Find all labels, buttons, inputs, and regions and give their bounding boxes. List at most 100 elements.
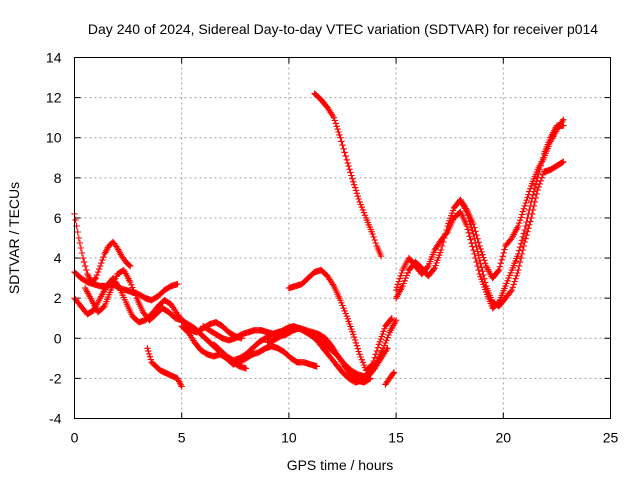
data-point	[479, 268, 486, 275]
series-track-n	[392, 122, 567, 312]
data-point	[519, 246, 527, 254]
data-point	[178, 383, 185, 390]
x-tick-label: 0	[71, 430, 79, 446]
y-tick-label: 8	[54, 170, 62, 186]
data-point	[515, 222, 522, 230]
data-point	[395, 278, 403, 285]
data-point	[371, 354, 378, 361]
x-tick-label: 15	[388, 430, 404, 446]
data-point	[516, 217, 524, 224]
x-tick-label: 25	[603, 430, 619, 446]
y-tick-label: 10	[46, 130, 62, 146]
data-point	[77, 244, 85, 252]
data-point	[516, 247, 523, 254]
data-point	[528, 195, 536, 202]
data-point	[471, 224, 478, 231]
data-point	[93, 271, 101, 279]
data-point	[476, 242, 483, 250]
data-point	[516, 244, 524, 251]
data-point	[504, 277, 511, 284]
data-point	[515, 266, 522, 274]
data-point	[401, 277, 408, 284]
series-track-i	[264, 317, 400, 380]
data-point	[92, 274, 100, 282]
data-point	[477, 245, 484, 253]
data-point	[340, 145, 347, 152]
data-point	[130, 286, 137, 294]
data-point	[96, 265, 103, 273]
data-point	[82, 262, 89, 270]
data-point	[339, 141, 346, 149]
data-point	[127, 278, 134, 286]
data-point	[473, 258, 480, 266]
data-point	[526, 188, 533, 195]
data-point	[481, 257, 488, 264]
data-point	[97, 262, 104, 270]
data-point	[94, 268, 102, 276]
data-point	[75, 234, 82, 242]
data-point	[534, 174, 541, 181]
data-point	[353, 190, 361, 197]
data-point	[510, 281, 517, 288]
series-track-l	[382, 369, 398, 388]
data-point	[374, 344, 382, 351]
data-point	[338, 138, 345, 145]
data-point	[377, 252, 385, 260]
data-point	[505, 274, 512, 282]
data-point	[519, 208, 527, 215]
data-point	[519, 233, 527, 241]
y-tick-label: 12	[46, 90, 62, 106]
data-point	[334, 125, 341, 133]
data-point	[397, 272, 404, 279]
data-point	[126, 262, 133, 269]
data-point	[501, 246, 508, 253]
data-point	[370, 357, 377, 365]
data-point	[532, 194, 539, 202]
data-point	[389, 370, 397, 377]
data-point	[522, 222, 529, 230]
data-point	[471, 250, 478, 258]
data-point	[520, 230, 527, 237]
data-point	[514, 269, 521, 277]
data-point	[343, 156, 350, 163]
data-point	[342, 310, 349, 317]
data-point	[91, 275, 99, 283]
data-point	[369, 230, 376, 238]
data-point	[527, 185, 534, 192]
data-point	[242, 365, 250, 372]
data-point	[359, 359, 367, 366]
data-point	[465, 229, 472, 236]
data-point	[443, 230, 450, 237]
data-point	[517, 240, 525, 247]
data-point	[100, 304, 107, 311]
data-point	[467, 236, 474, 243]
data-point	[511, 278, 518, 285]
data-point	[517, 214, 525, 221]
data-point	[336, 131, 343, 139]
data-point	[369, 361, 376, 368]
data-point	[131, 289, 138, 296]
data-point	[145, 347, 152, 355]
data-point	[400, 280, 407, 287]
data-point	[531, 184, 538, 192]
data-point	[498, 256, 505, 263]
data-point	[98, 259, 105, 267]
data-point	[350, 178, 357, 185]
data-marks	[71, 90, 567, 390]
y-tick-label: 2	[54, 290, 62, 306]
x-tick-label: 10	[281, 430, 297, 446]
data-point	[342, 152, 349, 160]
data-point	[349, 175, 356, 182]
data-point	[480, 254, 487, 261]
data-point	[470, 220, 477, 228]
data-point	[144, 345, 151, 352]
data-point	[507, 288, 514, 295]
y-tick-label: 14	[46, 50, 62, 66]
data-point	[355, 348, 362, 355]
data-point	[147, 356, 154, 363]
data-point	[332, 120, 339, 127]
data-point	[341, 149, 348, 156]
data-point	[370, 233, 377, 241]
data-point	[473, 231, 480, 239]
data-point	[338, 299, 345, 306]
